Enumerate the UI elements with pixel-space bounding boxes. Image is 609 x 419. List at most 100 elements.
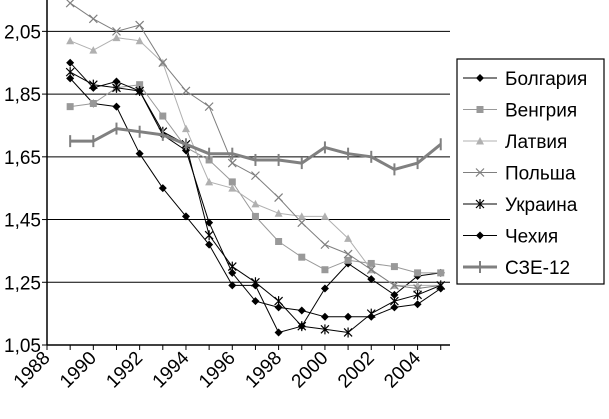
data-point: [112, 26, 121, 36]
x-tick-label: 1998: [241, 348, 286, 393]
data-point: [205, 156, 213, 164]
data-point: [275, 238, 283, 245]
x-tick-label: 2004: [380, 347, 425, 392]
data-point: [390, 290, 399, 299]
data-point: [413, 300, 422, 309]
data-point: [135, 20, 145, 30]
data-point: [390, 263, 398, 271]
legend-item: СЗЕ-12: [463, 258, 570, 279]
x-tick-label: 2002: [334, 348, 379, 393]
data-point: [320, 324, 330, 335]
legend-label: Болгария: [505, 69, 587, 90]
data-point: [135, 86, 144, 95]
legend-label: Польша: [505, 164, 576, 185]
series-6: [66, 58, 445, 321]
series-line: [70, 84, 441, 274]
series-2: [66, 81, 445, 277]
data-point: [135, 36, 144, 45]
gridlines: [42, 30, 450, 346]
legend-marker: [476, 137, 484, 145]
x-tick-label: 2000: [288, 348, 333, 393]
data-point: [204, 230, 214, 241]
data-point: [251, 171, 260, 181]
data-point: [66, 103, 74, 111]
legend-item: Чехия: [463, 227, 558, 248]
data-point: [436, 284, 445, 293]
legend-item: Венгрия: [463, 101, 577, 122]
data-point: [320, 240, 330, 250]
data-point: [437, 269, 445, 277]
data-point: [274, 209, 283, 217]
data-point: [413, 289, 422, 300]
legend-label: Венгрия: [505, 101, 577, 122]
x-tick-label: 1996: [195, 348, 240, 393]
x-tick-label: 1992: [102, 348, 147, 393]
data-point: [181, 146, 190, 155]
y-tick-label: 1,45: [4, 211, 41, 232]
data-point: [344, 312, 353, 321]
data-point: [228, 281, 237, 290]
data-point: [320, 212, 329, 220]
data-point: [320, 284, 329, 293]
data-point: [251, 199, 260, 208]
legend-item: Польша: [463, 164, 576, 185]
y-tick-label: 1,25: [4, 273, 41, 294]
data-point: [204, 102, 214, 112]
data-point: [112, 102, 121, 111]
data-point: [367, 275, 376, 284]
legend-box: [456, 58, 605, 285]
y-tick-labels: 1,05 1,25 1,45 1,65 1,85 2,05: [4, 22, 41, 357]
legend-item: Украина: [463, 195, 578, 216]
data-point: [89, 83, 98, 92]
legend-label: СЗЕ-12: [505, 258, 570, 279]
data-point: [227, 158, 237, 168]
x-tick-label: 1990: [56, 348, 101, 393]
data-point: [228, 178, 236, 186]
data-point: [136, 81, 144, 89]
axes: [46, 0, 450, 346]
data-point: [88, 14, 98, 24]
data-point: [89, 46, 98, 54]
legend-item: Болгария: [463, 69, 587, 90]
data-point: [112, 33, 121, 42]
data-point: [413, 284, 422, 293]
data-point: [66, 74, 75, 83]
data-point: [135, 149, 144, 158]
data-point: [297, 212, 306, 220]
series-line: [69, 2, 441, 289]
data-point: [181, 86, 191, 96]
y-tick-label: 1,85: [4, 85, 41, 106]
data-point: [65, 0, 75, 8]
data-point: [205, 177, 214, 186]
data-point: [158, 184, 167, 193]
x-tick-label: 1994: [149, 347, 194, 392]
x-tick-labels: 1988 1990 1992 1994 1996 1998 2000 2002 2004: [10, 345, 442, 393]
legend-marker: [475, 168, 485, 177]
data-point: [297, 321, 307, 332]
legend-marker: [476, 231, 484, 240]
legend-marker: [476, 106, 484, 113]
data-point: [297, 218, 307, 228]
data-point: [343, 249, 353, 259]
data-point: [414, 269, 422, 277]
data-point: [251, 277, 260, 288]
data-point: [112, 77, 121, 86]
legend-marker: [476, 74, 484, 82]
legend: Болгария Венгрия Латвия Польша Украина Чехия С…: [456, 58, 605, 285]
data-point: [367, 259, 375, 267]
y-tick-label: 1,05: [4, 336, 41, 357]
data-point: [159, 112, 167, 120]
data-point: [320, 312, 329, 321]
data-point: [181, 124, 190, 133]
data-point: [390, 303, 399, 312]
data-point: [297, 306, 306, 315]
data-point: [274, 303, 283, 312]
data-point: [251, 297, 260, 306]
data-point: [366, 265, 376, 275]
legend-label: Латвия: [505, 132, 567, 153]
data-point: [228, 184, 237, 192]
data-point: [89, 100, 97, 107]
data-point: [205, 240, 214, 249]
series-lines: [65, 0, 446, 338]
